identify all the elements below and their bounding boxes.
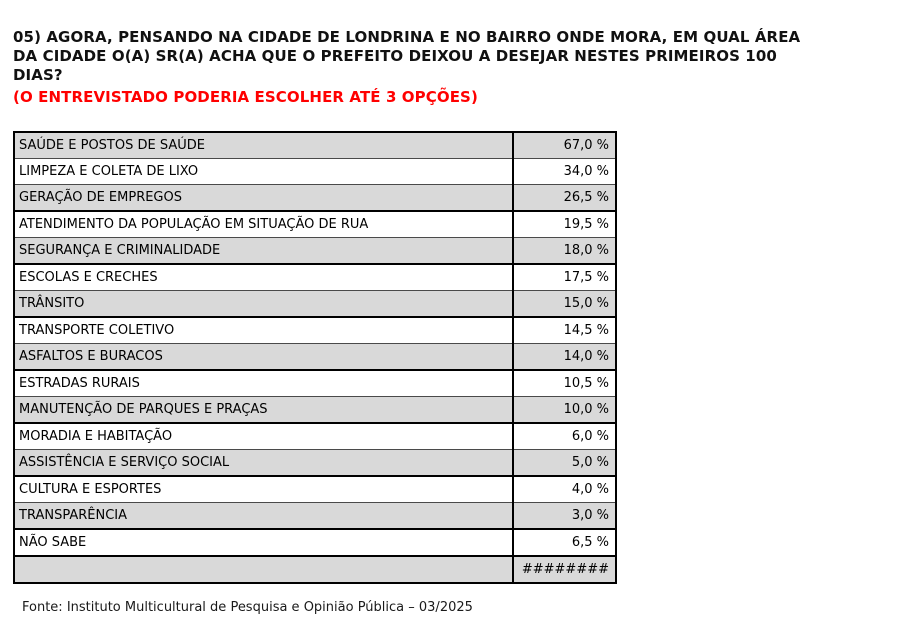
table-row: MANUTENÇÃO DE PARQUES E PRAÇAS 10,0 %	[14, 396, 616, 423]
percentage-value: 10,0 %	[512, 396, 616, 423]
table-row: GERAÇÃO DE EMPREGOS 26,5 %	[14, 184, 616, 211]
percentage-value: 6,5 %	[512, 529, 616, 556]
percentage-value: 10,5 %	[512, 370, 616, 397]
category-label: TRANSPARÊNCIA	[19, 508, 127, 523]
table-row: LIMPEZA E COLETA DE LIXO 34,0 %	[14, 158, 616, 185]
category-label: NÃO SABE	[19, 535, 87, 550]
question-block: 05) AGORA, PENSANDO NA CIDADE DE LONDRIN…	[13, 28, 897, 107]
category-label: ESTRADAS RURAIS	[19, 376, 140, 391]
category-label	[14, 556, 513, 583]
category-label: TRANSPORTE COLETIVO	[19, 323, 175, 338]
category-label: LIMPEZA E COLETA DE LIXO	[19, 164, 199, 179]
percentage-value: 26,5 %	[512, 184, 616, 211]
category-label: ESCOLAS E CRECHES	[19, 270, 158, 285]
category-label: ASSISTÊNCIA E SERVIÇO SOCIAL	[19, 455, 230, 470]
table-row: NÃO SABE 6,5 %	[14, 529, 616, 556]
category-label: MANUTENÇÃO DE PARQUES E PRAÇAS	[19, 402, 268, 417]
percentage-value: 3,0 %	[512, 502, 616, 529]
results-table: SAÚDE E POSTOS DE SAÚDE 67,0 % LIMPEZA E C…	[13, 131, 617, 584]
category-label: GERAÇÃO DE EMPREGOS	[19, 190, 182, 205]
percentage-value: 15,0 %	[512, 290, 616, 317]
percentage-value: 19,5 %	[512, 211, 616, 238]
category-label: SEGURANÇA E CRIMINALIDADE	[19, 243, 221, 258]
percentage-value: 6,0 %	[512, 423, 616, 450]
percentage-value: 14,0 %	[512, 343, 616, 370]
table-row: ASSISTÊNCIA E SERVIÇO SOCIAL 5,0 %	[14, 449, 616, 476]
question-title-line-2: DA CIDADE O(A) SR(A) ACHA QUE O PREFEITO…	[13, 47, 777, 65]
source-note: Fonte: Instituto Multicultural de Pesqui…	[22, 600, 473, 615]
category-label: SAÚDE E POSTOS DE SAÚDE	[19, 138, 205, 153]
table-row: TRÂNSITO 15,0 %	[14, 290, 616, 317]
percentage-value: 17,5 %	[512, 264, 616, 291]
category-label: ATENDIMENTO DA POPULAÇÃO EM SITUAÇÃO DE …	[19, 217, 369, 232]
table-row: ESTRADAS RURAIS 10,5 %	[14, 370, 616, 397]
category-label: ASFALTOS E BURACOS	[19, 349, 163, 364]
category-label: TRÂNSITO	[19, 296, 85, 311]
question-instruction: (O ENTREVISTADO PODERIA ESCOLHER ATÉ 3 O…	[13, 88, 478, 106]
table-row: TRANSPORTE COLETIVO 14,5 %	[14, 317, 616, 344]
percentage-value: ########	[512, 556, 616, 583]
category-label: MORADIA E HABITAÇÃO	[19, 429, 173, 444]
percentage-value: 18,0 %	[512, 237, 616, 264]
results-table-body: SAÚDE E POSTOS DE SAÚDE 67,0 % LIMPEZA E C…	[14, 132, 616, 583]
percentage-value: 4,0 %	[512, 476, 616, 503]
table-row: MORADIA E HABITAÇÃO 6,0 %	[14, 423, 616, 450]
table-row: SEGURANÇA E CRIMINALIDADE 18,0 %	[14, 237, 616, 264]
table-row: ########	[14, 556, 616, 583]
table-row: ESCOLAS E CRECHES 17,5 %	[14, 264, 616, 291]
question-title-line-1: 05) AGORA, PENSANDO NA CIDADE DE LONDRIN…	[13, 28, 801, 46]
table-row: CULTURA E ESPORTES 4,0 %	[14, 476, 616, 503]
table-row: TRANSPARÊNCIA 3,0 %	[14, 502, 616, 529]
percentage-value: 67,0 %	[512, 132, 616, 159]
table-row: ASFALTOS E BURACOS 14,0 %	[14, 343, 616, 370]
category-label: CULTURA E ESPORTES	[19, 482, 162, 497]
percentage-value: 34,0 %	[512, 158, 616, 185]
percentage-value: 5,0 %	[512, 449, 616, 476]
table-row: ATENDIMENTO DA POPULAÇÃO EM SITUAÇÃO DE …	[14, 211, 616, 238]
percentage-value: 14,5 %	[512, 317, 616, 344]
table-row: SAÚDE E POSTOS DE SAÚDE 67,0 %	[14, 132, 616, 159]
question-title-line-3: DIAS?	[13, 66, 63, 84]
